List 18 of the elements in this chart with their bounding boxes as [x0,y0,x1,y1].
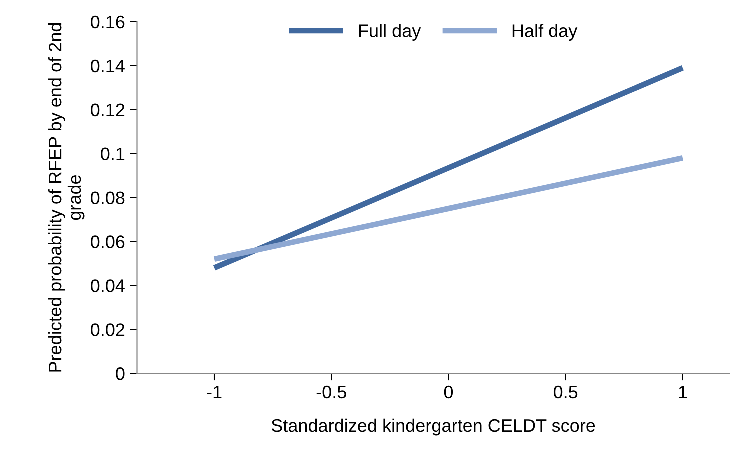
x-tick-label: -1 [207,386,222,398]
legend-label: Full day [359,24,422,41]
x-axis-title: Standardized kindergarten CELDT score [272,418,596,436]
y-tick-label: 0.02 [91,324,125,336]
y-tick-label: 0.04 [91,280,125,292]
x-tick-label: 0 [444,386,454,399]
y-tick-label: 0 [116,368,125,380]
x-tick-label: 1 [679,386,688,398]
y-tick-label: 0.16 [91,16,125,29]
y-tick-label: 0.1 [101,148,125,161]
legend-label: Half day [512,24,578,41]
y-tick-label: 0.06 [91,236,125,248]
y-tick-label: 0.12 [91,104,125,117]
y-tick-label: 0.08 [91,192,125,204]
x-tick-label: -0.5 [316,386,346,399]
y-tick-label: 0.14 [91,60,125,73]
y-axis-title: Predicted probability of RFEP by end of 2nd grade [48,23,85,372]
x-tick-label: 0.5 [554,386,578,399]
